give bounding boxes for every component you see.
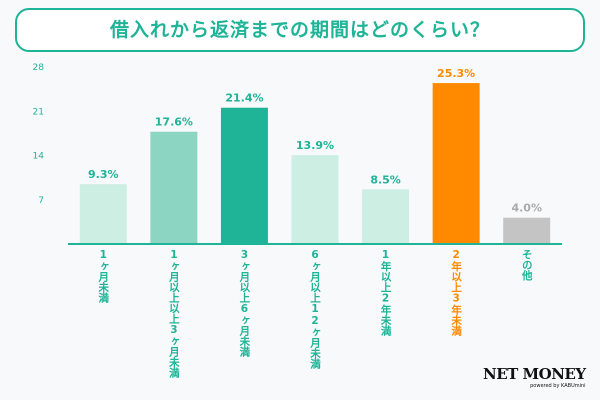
x-tick-label: 3ヶ月以上6ヶ月未満	[238, 249, 251, 357]
y-tick-label: 7	[38, 196, 44, 206]
chart-title: 借入れから返済までの期間はどのくらい？	[15, 8, 585, 52]
bar	[150, 131, 198, 243]
data-label: 21.4%	[225, 92, 263, 105]
data-label: 25.3%	[437, 67, 475, 80]
netmoney-logo: NET MONEY powered by KABUmini	[483, 366, 586, 389]
x-tick-label: 1ヶ月未満	[97, 249, 110, 303]
x-tick-label: 1年以上2年未満	[379, 249, 392, 336]
x-tick-label: 6ヶ月以上12ヶ月未満	[309, 249, 321, 369]
data-label: 13.9%	[296, 139, 334, 152]
data-label: 17.6%	[155, 116, 193, 129]
data-label: 4.0%	[511, 202, 542, 215]
logo-tagline: powered by KABUmini	[530, 383, 586, 389]
bar	[79, 184, 127, 243]
logo-name: NET MONEY	[483, 365, 586, 383]
y-tick-label: 21	[33, 107, 44, 117]
bar	[432, 83, 480, 243]
bar	[362, 189, 410, 243]
bar	[220, 107, 268, 243]
y-tick-label: 14	[33, 152, 45, 162]
x-tick-label: その他	[520, 249, 533, 281]
bar	[503, 217, 551, 243]
y-tick-label: 28	[33, 63, 45, 73]
x-tick-label: 2年以上3年未満	[450, 249, 463, 336]
x-tick-label: 1ヶ月以上以上3ヶ月未満	[167, 249, 180, 378]
data-label: 8.5%	[370, 173, 401, 186]
bar	[291, 155, 339, 243]
data-label: 9.3%	[88, 168, 119, 181]
